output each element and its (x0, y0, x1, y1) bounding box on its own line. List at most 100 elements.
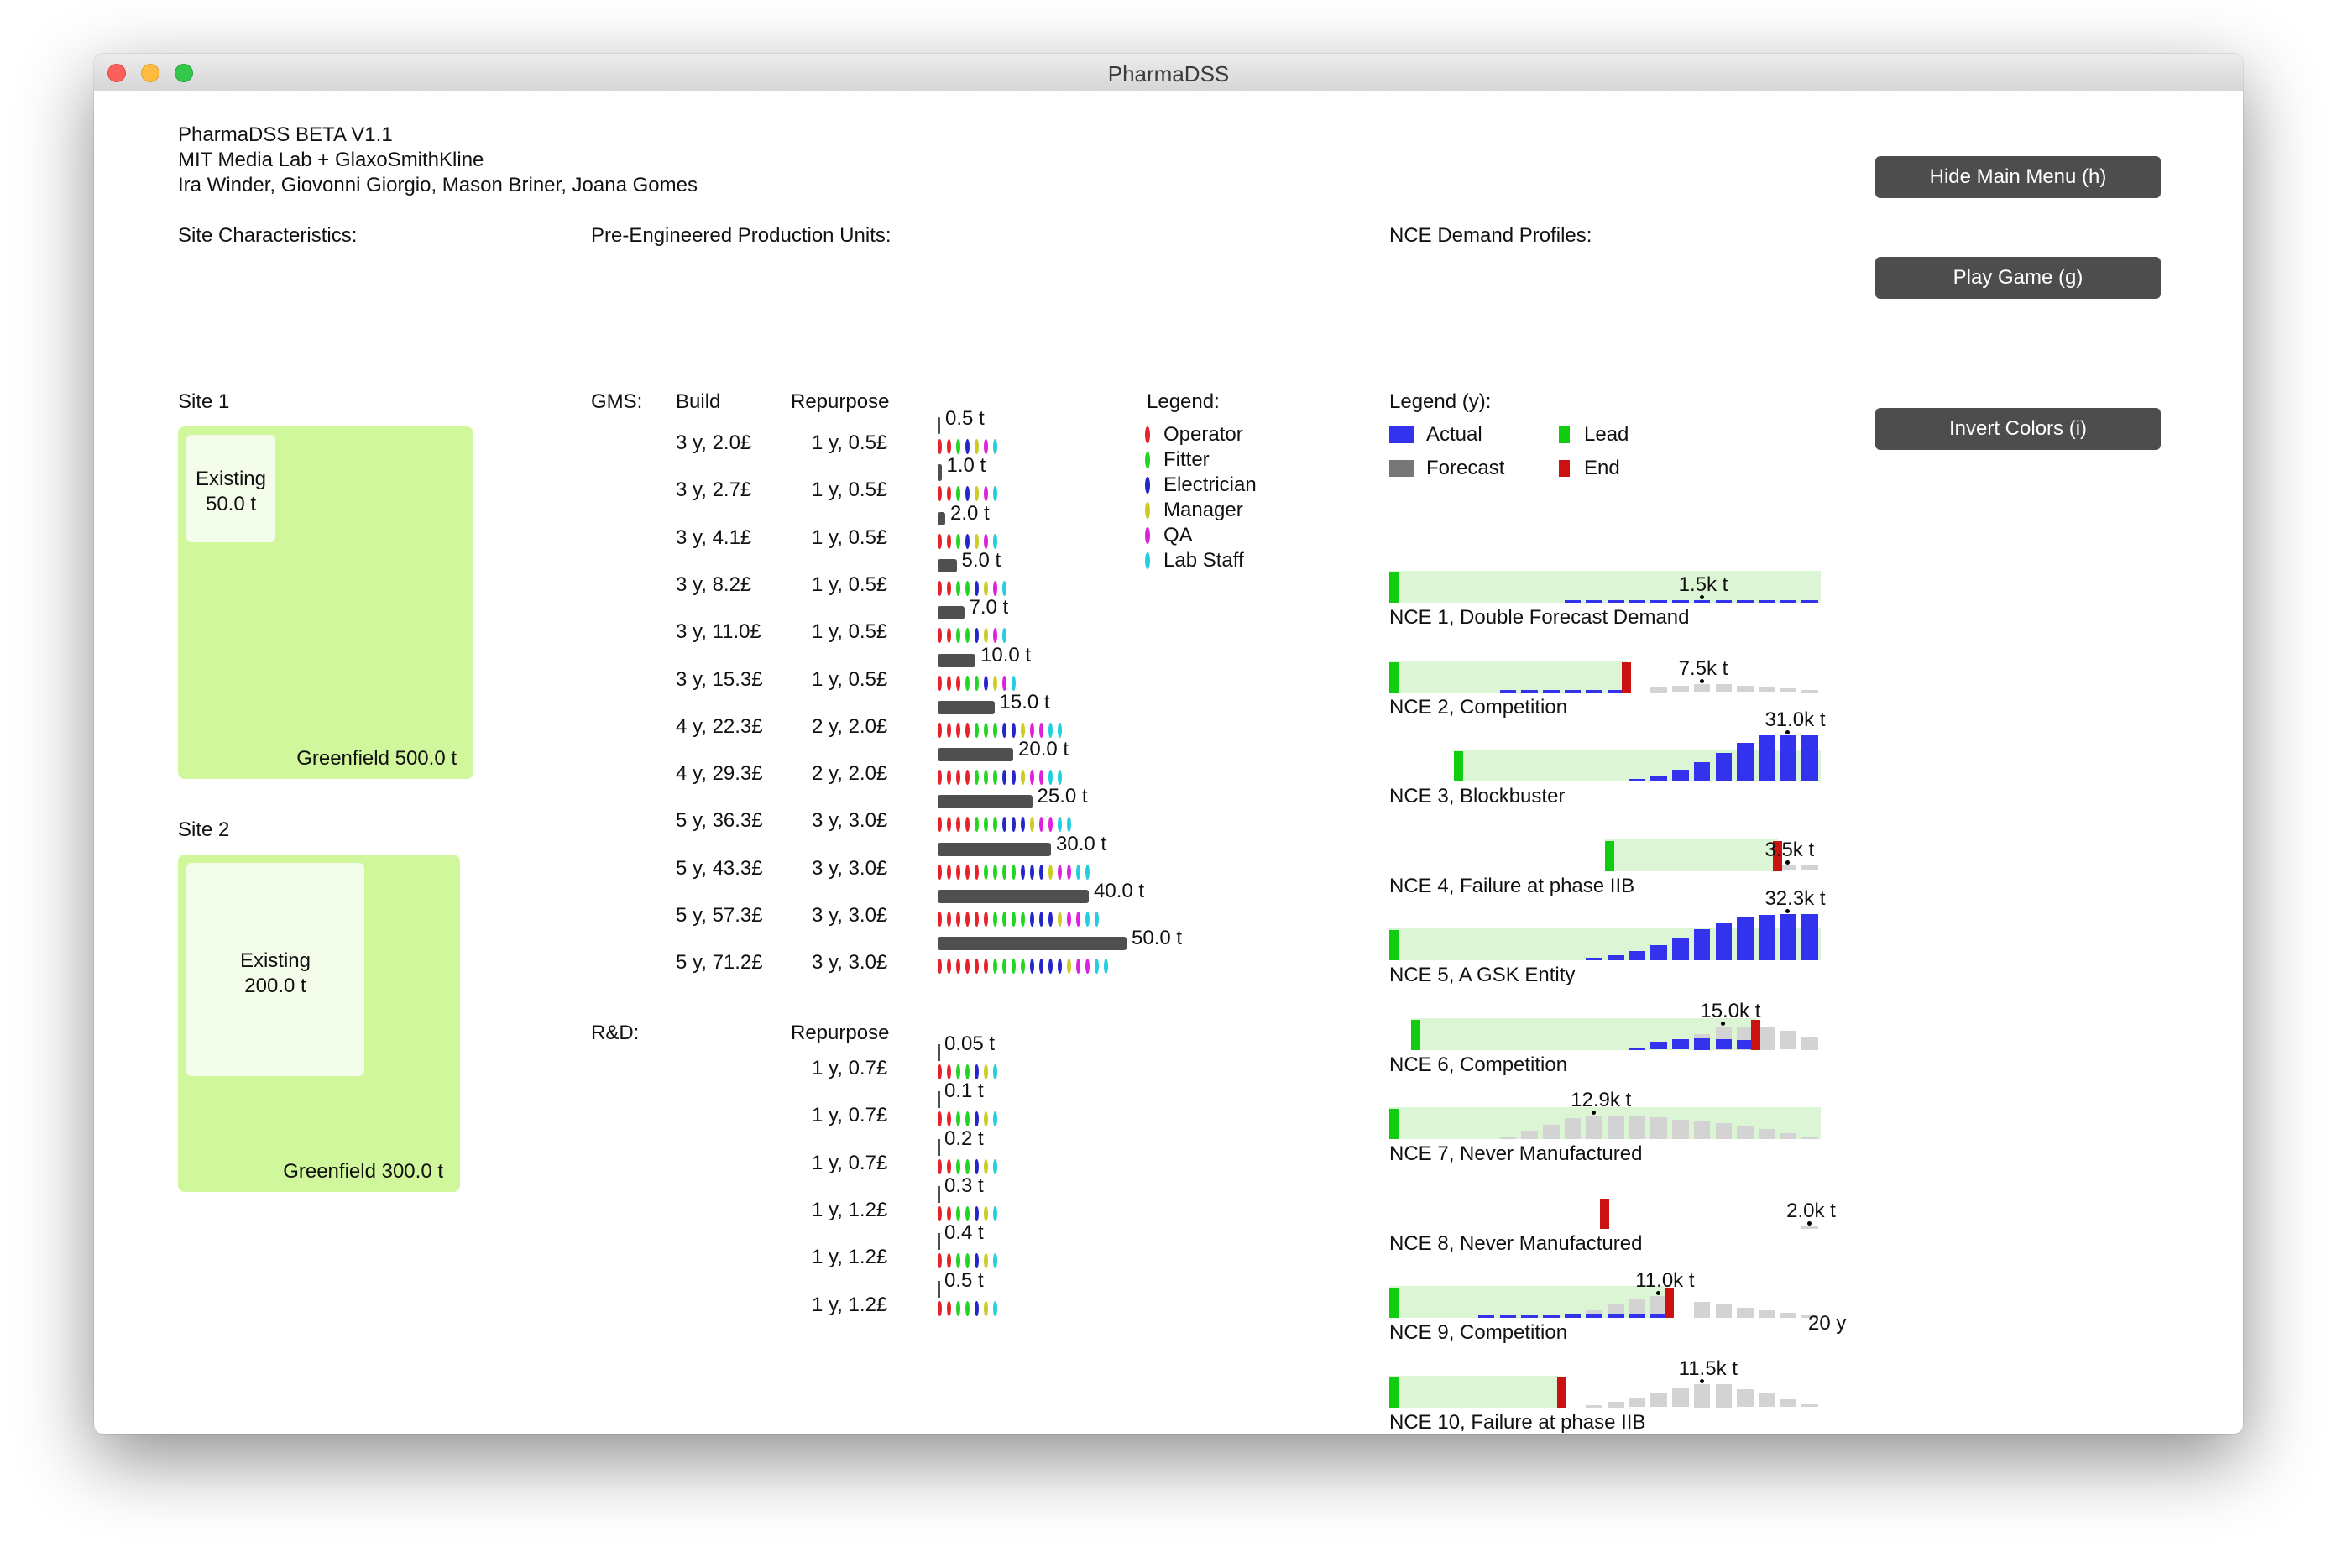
rnd-unit-staff-marker (956, 1205, 960, 1221)
gms-unit-staff-marker (993, 817, 997, 833)
nce-actual-bar (1564, 600, 1582, 603)
gms-unit-staff-marker (965, 817, 970, 833)
nce-actual-bar (1715, 923, 1733, 960)
close-window-button[interactable] (107, 64, 126, 82)
nce-demand-band (1389, 928, 1821, 960)
rnd-unit-capacity-bar[interactable] (938, 1091, 940, 1109)
rnd-unit-staff-marker (993, 1111, 997, 1127)
rnd-unit-capacity-bar[interactable] (938, 1044, 940, 1061)
site-1-existing-label: Existing (195, 468, 267, 490)
rnd-unit-capacity-bar[interactable] (938, 1280, 940, 1298)
gms-unit-staff-marker (993, 580, 997, 596)
gms-unit-staff-marker (984, 580, 988, 596)
site-1-greenfield-area[interactable]: Existing 50.0 t Greenfield 500.0 t (178, 426, 473, 779)
nce-lead-marker (1389, 1377, 1399, 1408)
minimize-window-button[interactable] (141, 64, 159, 82)
site-1-existing-facility[interactable]: Existing 50.0 t (186, 435, 275, 542)
rnd-unit-staff-marker (993, 1064, 997, 1079)
gms-repurpose-value: 1 y, 0.5£ (812, 525, 888, 549)
gms-unit-staff-marker (975, 486, 979, 502)
gms-unit-staff-marker (1030, 817, 1034, 833)
gms-unit-staff-marker (1048, 817, 1053, 833)
gms-unit-staff-marker (993, 486, 997, 502)
play-game-button[interactable]: Play Game (g) (1875, 257, 2161, 299)
nce-peak-dot (1592, 1111, 1597, 1115)
rnd-repurpose-value: 1 y, 1.2£ (812, 1198, 888, 1221)
rnd-unit-capacity-bar[interactable] (938, 1233, 940, 1251)
gms-unit-capacity-bar[interactable] (938, 464, 942, 482)
gms-build-value: 5 y, 36.3£ (676, 809, 763, 833)
gms-unit-capacity-bar[interactable] (938, 653, 975, 667)
gms-unit-staff-marker (1048, 864, 1053, 880)
gms-unit-capacity-bar[interactable] (938, 417, 940, 434)
nce-end-marker (1621, 661, 1631, 693)
gms-unit-capacity-bar[interactable] (938, 937, 1127, 951)
gms-unit-staff-marker (947, 722, 951, 738)
gms-unit-capacity-bar[interactable] (938, 606, 965, 620)
window-title: PharmaDSS (1107, 61, 1230, 86)
gms-unit-staff-marker (1095, 959, 1099, 975)
gms-unit-staff-marker (975, 439, 979, 454)
gms-repurpose-value: 1 y, 0.5£ (812, 431, 888, 454)
nce-profile-name: NCE 6, Competition (1389, 1053, 1568, 1076)
nce-actual-bar (1521, 689, 1538, 693)
maximize-window-button[interactable] (175, 64, 193, 82)
nce-actual-bar (1629, 779, 1646, 781)
gms-unit-staff-marker (938, 864, 942, 880)
gms-unit-staff-marker (984, 628, 988, 644)
gms-repurpose-value: 1 y, 0.5£ (812, 667, 888, 691)
gms-unit-capacity-bar[interactable] (938, 890, 1089, 903)
site-2-existing-facility[interactable]: Existing 200.0 t (186, 863, 364, 1076)
site-1-label: Site 1 (178, 390, 230, 413)
gms-unit-staff-marker (1104, 959, 1108, 975)
gms-unit-staff-marker (1048, 912, 1053, 927)
nce-peak-dot (1785, 729, 1791, 734)
gms-unit-capacity-bar[interactable] (938, 511, 945, 525)
nce-actual-bar (1672, 938, 1689, 960)
gms-unit-staff-marker (1012, 722, 1016, 738)
app-affiliation: MIT Media Lab + GlaxoSmithKline (178, 149, 484, 171)
gms-unit-staff-marker (1002, 912, 1006, 927)
rnd-unit-staff-marker (984, 1158, 988, 1174)
rnd-unit-staff-marker (975, 1158, 979, 1174)
nce-actual-bar (1672, 770, 1689, 781)
gms-unit-staff-marker (993, 912, 997, 927)
staff-legend-swatch (1145, 502, 1150, 519)
staff-legend-title: Legend: (1147, 390, 1220, 413)
nce-forecast-bar (1650, 687, 1668, 693)
gms-repurpose-header: Repurpose (791, 390, 890, 413)
invert-colors-button[interactable]: Invert Colors (i) (1875, 408, 2161, 450)
hide-main-menu-button[interactable]: Hide Main Menu (h) (1875, 156, 2161, 198)
gms-unit-staff-marker (975, 912, 979, 927)
rnd-label: R&D: (591, 1022, 640, 1044)
gms-unit-staff-marker (956, 959, 960, 975)
gms-unit-capacity-bar[interactable] (938, 748, 1013, 762)
gms-unit-staff-marker (1067, 912, 1071, 927)
gms-unit-staff-marker (965, 533, 970, 549)
gms-unit-capacity-label: 50.0 t (1132, 927, 1183, 950)
gms-unit-capacity-bar[interactable] (938, 795, 1033, 809)
nce-peak-dot (1721, 1021, 1726, 1026)
gms-unit-staff-marker (984, 533, 988, 549)
site-1-existing-capacity: 50.0 t (205, 493, 257, 515)
gms-unit-capacity-bar[interactable] (938, 700, 995, 714)
gms-unit-staff-marker (965, 675, 970, 691)
gms-unit-staff-marker (938, 580, 942, 596)
rnd-unit-staff-marker (938, 1111, 942, 1127)
gms-unit-capacity-bar[interactable] (938, 842, 1051, 856)
rnd-unit-staff-marker (984, 1300, 988, 1316)
nce-actual-bar (1672, 600, 1689, 603)
gms-unit-capacity-bar[interactable] (938, 558, 957, 572)
rnd-unit-capacity-bar[interactable] (938, 1138, 940, 1156)
nce-actual-bar (1608, 1313, 1624, 1318)
rnd-unit-staff-marker (993, 1158, 997, 1174)
nce-demand-band (1389, 1375, 1562, 1408)
gms-repurpose-value: 1 y, 0.5£ (812, 572, 888, 596)
rnd-unit-capacity-bar[interactable] (938, 1185, 940, 1203)
title-bar: PharmaDSS (94, 54, 2243, 91)
rnd-unit-staff-marker (965, 1205, 970, 1221)
nce-actual-bar (1693, 928, 1711, 960)
gms-unit-staff-marker (965, 722, 970, 738)
nce-actual-bar (1586, 958, 1602, 960)
site-2-greenfield-area[interactable]: Existing 200.0 t Greenfield 300.0 t (178, 855, 460, 1192)
